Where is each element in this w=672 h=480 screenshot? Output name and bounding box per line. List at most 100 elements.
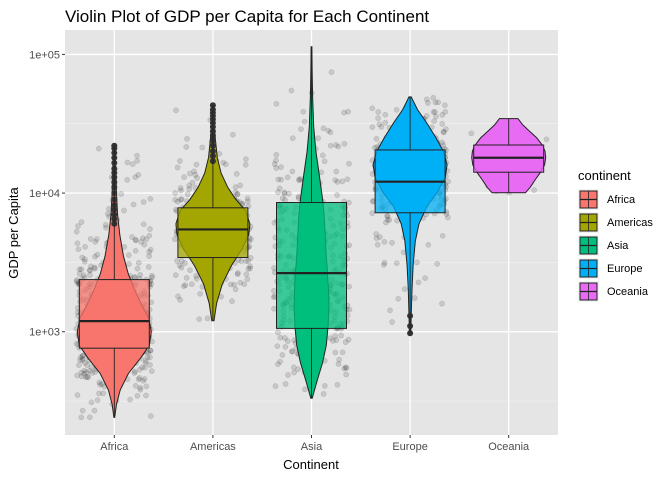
- jitter-point: [468, 130, 475, 137]
- jitter-point: [78, 266, 85, 273]
- jitter-point: [146, 232, 153, 239]
- legend-items: Africa Americas Asia Europe Oceania: [578, 189, 653, 302]
- jitter-point: [276, 185, 283, 192]
- jitter-point: [232, 286, 239, 293]
- jitter-point: [333, 337, 340, 343]
- jitter-point: [172, 236, 178, 242]
- jitter-point: [137, 272, 144, 278]
- jitter-point: [373, 235, 380, 242]
- jitter-point: [132, 247, 139, 254]
- jitter-point: [82, 244, 88, 250]
- jitter-point: [184, 191, 191, 197]
- jitter-point: [422, 275, 428, 281]
- jitter-point: [425, 241, 432, 248]
- jitter-point: [346, 283, 352, 290]
- jitter-point: [382, 119, 389, 126]
- jitter-point: [300, 108, 307, 115]
- jitter-point: [147, 246, 154, 253]
- jitter-point: [216, 150, 223, 157]
- jitter-point: [423, 113, 430, 119]
- jitter-point: [147, 347, 154, 354]
- jitter-point: [184, 136, 190, 142]
- jitter-point: [439, 232, 446, 239]
- jitter-point: [346, 160, 352, 167]
- jitter-point: [338, 332, 345, 339]
- jitter-point: [149, 272, 155, 279]
- jitter-point: [182, 282, 189, 288]
- jitter-point: [135, 376, 142, 383]
- jitter-point: [395, 295, 402, 302]
- jitter-point: [145, 264, 152, 270]
- jitter-point: [187, 170, 193, 177]
- jitter-point: [302, 386, 308, 393]
- jitter-point: [275, 361, 281, 368]
- jitter-point: [134, 265, 141, 272]
- x-tick-label: Asia: [301, 441, 323, 453]
- jitter-point: [176, 262, 183, 269]
- jitter-point: [270, 294, 277, 301]
- jitter-point: [105, 211, 111, 217]
- jitter-point: [102, 222, 109, 228]
- x-tick-label: Africa: [100, 441, 129, 453]
- jitter-point: [346, 199, 352, 206]
- jitter-point: [135, 172, 142, 178]
- jitter-point: [381, 238, 388, 245]
- jitter-point: [175, 293, 181, 300]
- jitter-point: [241, 281, 248, 288]
- jitter-point: [342, 364, 349, 371]
- jitter-point: [440, 128, 447, 135]
- jitter-point: [79, 254, 86, 261]
- jitter-point: [142, 359, 149, 366]
- jitter-point: [301, 118, 308, 125]
- legend-label: Oceania: [607, 286, 649, 298]
- jitter-point: [77, 357, 83, 363]
- jitter-point: [79, 407, 86, 414]
- jitter-point: [140, 235, 146, 242]
- boxplots: [78, 46, 545, 418]
- jitter-point: [89, 370, 96, 376]
- jitter-point: [100, 390, 106, 397]
- jitter-point: [278, 176, 285, 183]
- jitter-point: [143, 236, 150, 243]
- jitter-point: [177, 158, 183, 164]
- jitter-point: [279, 195, 286, 202]
- jitter-point: [196, 316, 203, 323]
- jitter-point: [341, 109, 347, 116]
- jitter-point: [443, 126, 449, 132]
- legend-label: Africa: [607, 194, 636, 206]
- jitter-point: [434, 260, 441, 267]
- jitter-point: [247, 265, 253, 272]
- jitter-point: [286, 190, 292, 197]
- jitter-point: [321, 158, 328, 165]
- jitter-point: [118, 191, 125, 197]
- jitter-point: [192, 172, 199, 178]
- jitter-point: [288, 87, 295, 94]
- jitter-point: [247, 254, 254, 261]
- jitter-point: [80, 355, 86, 362]
- box-asia: [276, 202, 347, 329]
- legend: continent Africa Americas Asia Europe Oceani…: [578, 168, 653, 302]
- jitter-point: [383, 219, 389, 226]
- jitter-point: [433, 113, 439, 120]
- legend-label: Americas: [607, 217, 653, 229]
- jitter-point: [342, 339, 349, 345]
- jitter-point: [243, 271, 250, 278]
- jitter-point: [96, 379, 103, 386]
- jitter-point: [234, 270, 241, 276]
- jitter-point: [193, 161, 200, 168]
- jitter-point: [126, 261, 132, 267]
- jitter-point: [88, 364, 95, 370]
- jitter-point: [140, 377, 146, 384]
- jitter-point: [244, 276, 251, 283]
- legend-item-americas: Americas: [578, 212, 653, 233]
- jitter-point: [178, 264, 185, 271]
- jitter-point: [134, 157, 140, 164]
- jitter-point: [178, 187, 184, 194]
- y-tick-label: 1e+04: [29, 188, 60, 200]
- jitter-point: [234, 191, 241, 197]
- jitter-point: [325, 127, 332, 134]
- jitter-point: [79, 352, 86, 359]
- jitter-point: [377, 234, 383, 240]
- jitter-point: [275, 329, 281, 336]
